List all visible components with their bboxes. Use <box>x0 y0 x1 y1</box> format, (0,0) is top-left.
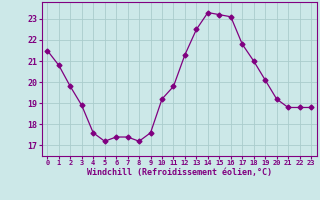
X-axis label: Windchill (Refroidissement éolien,°C): Windchill (Refroidissement éolien,°C) <box>87 168 272 177</box>
